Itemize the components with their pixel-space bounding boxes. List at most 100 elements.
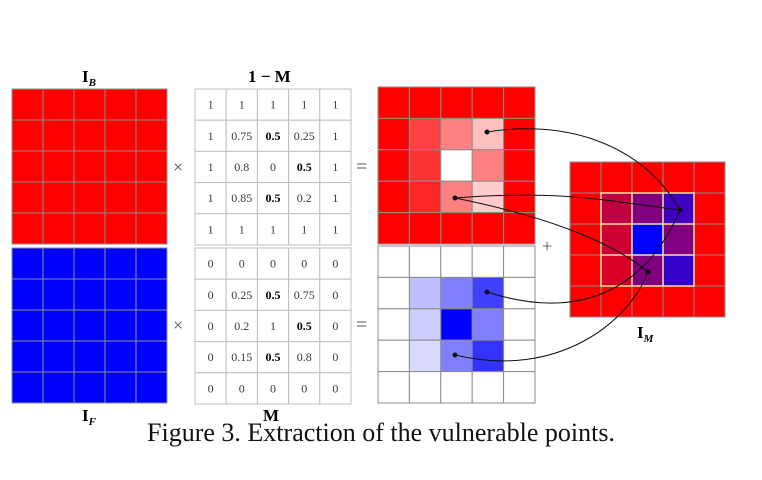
matrix-value: 1	[208, 222, 214, 236]
matrix-value: 0.5	[297, 319, 312, 333]
result-cell	[471, 86, 505, 119]
matrix-value: 1	[208, 160, 214, 174]
image-cell	[104, 247, 137, 280]
result-cell	[377, 245, 410, 278]
image-cell	[11, 181, 44, 214]
result-cell	[503, 308, 536, 341]
matrix-cell	[256, 372, 290, 405]
image-cell	[11, 247, 44, 280]
matrix-cell	[256, 88, 290, 121]
matrix-cell	[288, 150, 321, 184]
image-cell	[11, 119, 44, 152]
matrix-value: 0.5	[266, 288, 281, 302]
label-im: IM	[637, 323, 655, 345]
result-cell	[377, 371, 410, 404]
image-cell	[104, 309, 137, 342]
matrix-value: 0.2	[234, 319, 249, 333]
merged-cell	[662, 223, 695, 256]
matrix-cell	[319, 213, 352, 246]
image-cell	[73, 309, 106, 342]
result-cell	[503, 276, 536, 310]
image-cell	[42, 119, 75, 152]
image-cell	[42, 212, 75, 245]
result-cell	[440, 371, 473, 404]
result-cell	[377, 339, 410, 373]
matrix-value: 0	[270, 160, 276, 174]
image-cell	[104, 119, 137, 152]
merged-cell	[569, 161, 602, 194]
result-cell	[408, 308, 442, 341]
matrix-value: 0	[332, 257, 338, 271]
result-cell	[440, 245, 473, 278]
result-cell	[503, 339, 536, 373]
equals-operator-top: =	[356, 156, 367, 178]
result-cell	[471, 149, 505, 182]
result-cell	[503, 117, 536, 151]
matrix-cell	[194, 278, 227, 311]
matrix-value: 1	[332, 129, 338, 143]
matrix-value: 0.8	[297, 350, 312, 364]
image-cell	[42, 247, 75, 280]
result-cell	[408, 339, 442, 373]
merged-cell	[631, 192, 664, 225]
image-cell	[135, 181, 168, 214]
matrix-value: 0.5	[266, 350, 281, 364]
matrix-value: 0.8	[234, 160, 249, 174]
merged-cell	[631, 223, 664, 256]
matrix-cell	[288, 88, 321, 121]
image-cell	[104, 88, 137, 121]
matrix-value: 0	[239, 257, 245, 271]
image-cell	[42, 181, 75, 214]
label-ib: IB	[82, 67, 96, 89]
matrix-value: 0	[301, 381, 307, 395]
times-operator-top: ×	[173, 157, 183, 177]
result-cell	[440, 308, 473, 341]
merged-cell	[600, 161, 633, 194]
matrix-value: 0	[208, 257, 214, 271]
merged-cell	[600, 254, 633, 287]
merged-cell	[693, 223, 726, 256]
matrix-value: 0	[332, 350, 338, 364]
result-cell	[503, 245, 536, 278]
result-cell	[377, 212, 410, 245]
result-cell	[471, 308, 505, 341]
background-image-ib	[11, 88, 168, 245]
matrix-cell	[256, 213, 290, 246]
matrix-value: 0.75	[294, 288, 315, 302]
matrix-cell	[194, 88, 227, 121]
matrix-cell	[194, 213, 227, 246]
merged-cell	[693, 254, 726, 287]
result-cell	[377, 86, 410, 119]
matrix-cell	[256, 309, 290, 343]
connector-curve	[454, 197, 649, 273]
matrix-value: 1	[332, 222, 338, 236]
image-cell	[135, 309, 168, 342]
matrix-value: 0.2	[297, 191, 312, 205]
image-cell	[42, 278, 75, 311]
matrix-cell	[256, 341, 290, 374]
image-cell	[73, 340, 106, 373]
image-cell	[73, 181, 106, 214]
result-cell	[503, 212, 536, 245]
result-cell	[440, 212, 473, 245]
result-cell	[408, 149, 442, 182]
point-marker	[645, 269, 651, 275]
matrix-value: 0.15	[231, 350, 252, 364]
connector-curve	[454, 271, 649, 362]
connector-curve	[454, 194, 681, 211]
merged-cell	[662, 254, 695, 287]
image-cell	[104, 371, 137, 404]
matrix-cell	[319, 372, 352, 405]
matrix-value: 0.75	[231, 129, 252, 143]
result-cell	[377, 276, 410, 310]
connector-curve	[486, 209, 681, 304]
matrix-cell	[288, 119, 321, 152]
image-cell	[73, 371, 106, 404]
result-cell	[408, 180, 442, 214]
image-cell	[42, 150, 75, 183]
matrix-value: 0	[208, 381, 214, 395]
matrix-value: 1	[208, 191, 214, 205]
figure-caption: Figure 3. Extraction of the vulnerable p…	[147, 418, 615, 447]
matrix-value: 0.5	[297, 160, 312, 174]
connector-curves	[452, 128, 683, 362]
